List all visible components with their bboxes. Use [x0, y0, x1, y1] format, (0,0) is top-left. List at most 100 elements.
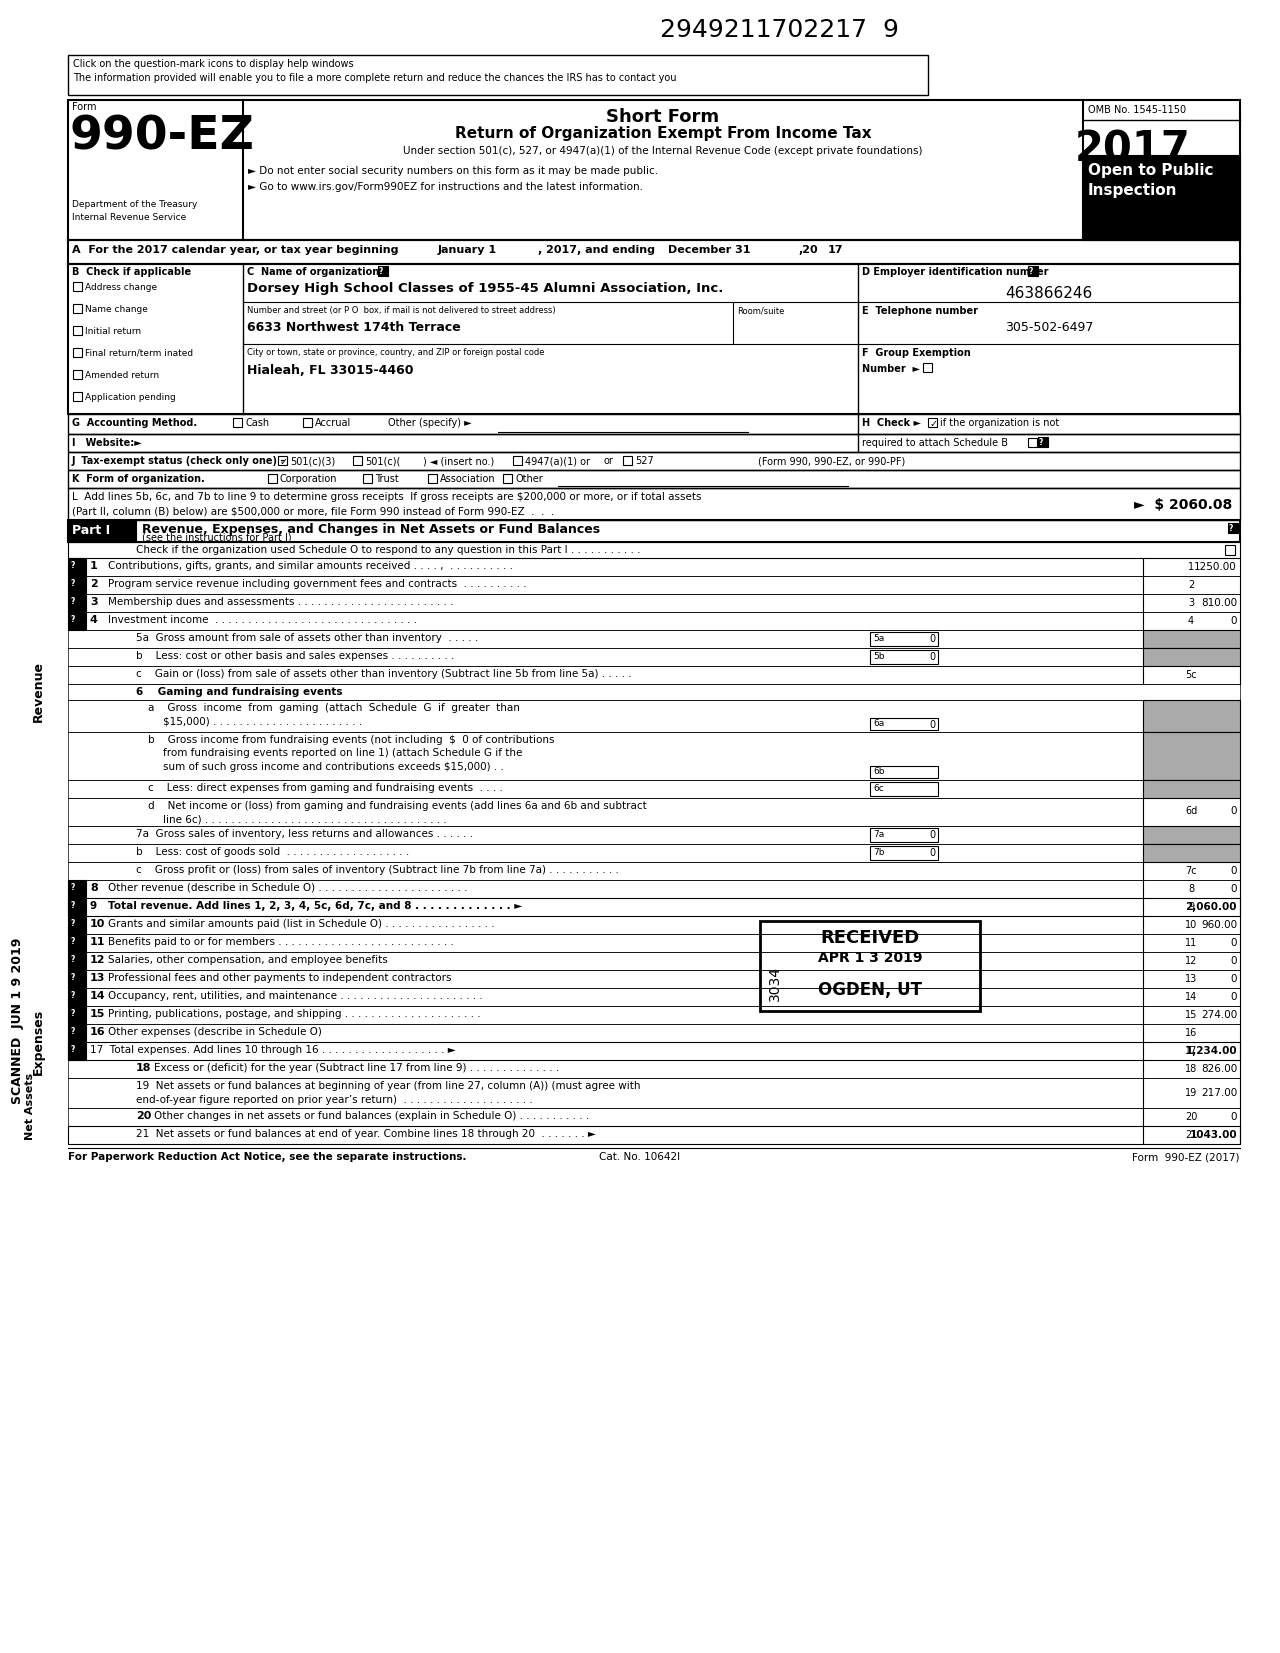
Text: Contributions, gifts, grants, and similar amounts received . . . . ,  . . . . . : Contributions, gifts, grants, and simila… [108, 560, 513, 570]
Text: 18: 18 [136, 1063, 151, 1073]
Bar [1143, 845, 1240, 861]
Text: Application pending: Application pending [84, 393, 175, 402]
Text: 2949211702217  9: 2949211702217 9 [660, 18, 899, 41]
Bar [73, 326, 82, 336]
Text: RECEIVED: RECEIVED [820, 929, 919, 947]
Bar [1143, 699, 1240, 732]
Text: 17: 17 [828, 245, 844, 255]
Text: Association: Association [440, 474, 495, 484]
Text: end-of-year figure reported on prior year’s return)  . . . . . . . . . . . . . .: end-of-year figure reported on prior yea… [136, 1094, 532, 1104]
Text: $15,000) . . . . . . . . . . . . . . . . . . . . . . .: $15,000) . . . . . . . . . . . . . . . .… [163, 716, 362, 726]
Text: 501(c)(3): 501(c)(3) [291, 456, 335, 466]
Text: Occupancy, rent, utilities, and maintenance . . . . . . . . . . . . . . . . . . : Occupancy, rent, utilities, and maintena… [108, 992, 483, 1002]
Text: 527: 527 [635, 456, 654, 466]
Text: c    Gain or (loss) from sale of assets other than inventory (Subtract line 5b f: c Gain or (loss) from sale of assets oth… [136, 669, 631, 679]
Text: ► Go to www.irs.gov/Form990EZ for instructions and the latest information.: ► Go to www.irs.gov/Form990EZ for instru… [248, 182, 643, 192]
Text: 14: 14 [90, 992, 106, 1002]
Text: 826.00: 826.00 [1201, 1065, 1236, 1074]
Text: 3: 3 [90, 597, 97, 607]
Text: sum of such gross income and contributions exceeds $15,000) . .: sum of such gross income and contributio… [163, 762, 504, 772]
Text: (see the instructions for Part I): (see the instructions for Part I) [142, 532, 292, 542]
Text: Under section 501(c), 527, or 4947(a)(1) of the Internal Revenue Code (except pr: Under section 501(c), 527, or 4947(a)(1)… [403, 145, 923, 155]
Text: Expenses: Expenses [32, 1008, 45, 1074]
Text: Benefits paid to or for members . . . . . . . . . . . . . . . . . . . . . . . . : Benefits paid to or for members . . . . … [108, 937, 454, 947]
Text: J  Tax-exempt status (check only one) –: J Tax-exempt status (check only one) – [72, 456, 287, 466]
Text: ?: ? [70, 901, 76, 911]
Bar [68, 521, 1240, 542]
Text: 17  Total expenses. Add lines 10 through 16 . . . . . . . . . . . . . . . . . . : 17 Total expenses. Add lines 10 through … [90, 1045, 456, 1055]
Bar [68, 648, 1240, 666]
Text: ► Do not enter social security numbers on this form as it may be made public.: ► Do not enter social security numbers o… [248, 165, 658, 175]
Text: (Part II, column (B) below) are $500,000 or more, file Form 990 instead of Form : (Part II, column (B) below) are $500,000… [72, 506, 554, 516]
Bar [68, 988, 86, 1007]
Bar [68, 934, 86, 952]
Bar [870, 631, 938, 646]
Bar [68, 612, 86, 630]
Text: Return of Organization Exempt From Income Tax: Return of Organization Exempt From Incom… [454, 126, 872, 141]
Text: , 2017, and ending: , 2017, and ending [538, 245, 655, 255]
Text: Number  ►: Number ► [861, 364, 920, 374]
Text: 960.00: 960.00 [1201, 921, 1236, 931]
Bar [870, 717, 938, 731]
Text: 4947(a)(1) or: 4947(a)(1) or [525, 456, 590, 466]
Text: APR 1 3 2019: APR 1 3 2019 [818, 950, 923, 965]
Text: 5a: 5a [873, 635, 884, 643]
Text: 0: 0 [1230, 807, 1236, 817]
Bar [68, 240, 1240, 264]
Bar [68, 435, 1240, 451]
Text: For Paperwork Reduction Act Notice, see the separate instructions.: For Paperwork Reduction Act Notice, see … [68, 1152, 466, 1162]
Bar [928, 418, 937, 426]
Text: 1: 1 [90, 560, 97, 570]
Text: 5b: 5b [873, 651, 884, 661]
Text: ?: ? [70, 992, 76, 1000]
Bar [68, 559, 86, 575]
Text: ?: ? [70, 883, 76, 893]
Bar [68, 612, 1240, 630]
Text: 6c: 6c [873, 784, 883, 793]
Text: 6b: 6b [873, 767, 884, 775]
Text: H  Check ►: H Check ► [861, 418, 922, 428]
Bar [233, 418, 242, 426]
Bar [68, 575, 86, 593]
Text: D Employer identification number: D Employer identification number [861, 268, 1048, 278]
Text: 1250.00: 1250.00 [1194, 562, 1236, 572]
Text: 0: 0 [929, 635, 934, 645]
Bar [503, 474, 512, 483]
Text: ?: ? [70, 1045, 76, 1055]
Text: Department of the Treasury: Department of the Treasury [72, 200, 197, 208]
Text: 19: 19 [1185, 1088, 1197, 1098]
Text: 0: 0 [1230, 1112, 1236, 1122]
Bar [428, 474, 436, 483]
Text: 3: 3 [1188, 598, 1194, 608]
Text: 10: 10 [90, 919, 105, 929]
Text: Dorsey High School Classes of 1955-45 Alumni Association, Inc.: Dorsey High School Classes of 1955-45 Al… [247, 283, 723, 294]
Bar [73, 304, 82, 312]
Bar [68, 861, 1240, 879]
Text: Excess or (deficit) for the year (Subtract line 17 from line 9) . . . . . . . . : Excess or (deficit) for the year (Subtra… [154, 1063, 559, 1073]
Text: Grants and similar amounts paid (list in Schedule O) . . . . . . . . . . . . . .: Grants and similar amounts paid (list in… [108, 919, 494, 929]
Bar [68, 879, 1240, 898]
Text: 8: 8 [90, 883, 97, 893]
Text: ?: ? [70, 974, 76, 982]
Bar [1228, 522, 1238, 532]
Text: 20: 20 [1185, 1112, 1197, 1122]
Text: 17: 17 [1185, 1046, 1197, 1056]
Bar [68, 916, 1240, 934]
Text: from fundraising events reported on line 1) (attach Schedule G if the: from fundraising events reported on line… [163, 749, 522, 759]
Text: Investment income  . . . . . . . . . . . . . . . . . . . . . . . . . . . . . . .: Investment income . . . . . . . . . . . … [108, 615, 417, 625]
Text: SCANNED  JUN 1 9 2019: SCANNED JUN 1 9 2019 [12, 937, 24, 1104]
Text: 5c: 5c [1185, 669, 1197, 679]
Text: Open to Public: Open to Public [1088, 164, 1213, 179]
Bar [353, 456, 362, 464]
Text: 15: 15 [1185, 1010, 1197, 1020]
Text: 0: 0 [1230, 884, 1236, 894]
Text: G  Accounting Method.: G Accounting Method. [72, 418, 197, 428]
Text: ?: ? [70, 1008, 76, 1018]
Text: 5a  Gross amount from sale of assets other than inventory  . . . . .: 5a Gross amount from sale of assets othe… [136, 633, 479, 643]
Text: 3034: 3034 [768, 965, 782, 1002]
Bar [870, 828, 938, 841]
Bar [73, 283, 82, 291]
Text: F  Group Exemption: F Group Exemption [861, 349, 970, 359]
Text: Other revenue (describe in Schedule O) . . . . . . . . . . . . . . . . . . . . .: Other revenue (describe in Schedule O) .… [108, 883, 467, 893]
Text: C  Name of organization: C Name of organization [247, 268, 379, 278]
